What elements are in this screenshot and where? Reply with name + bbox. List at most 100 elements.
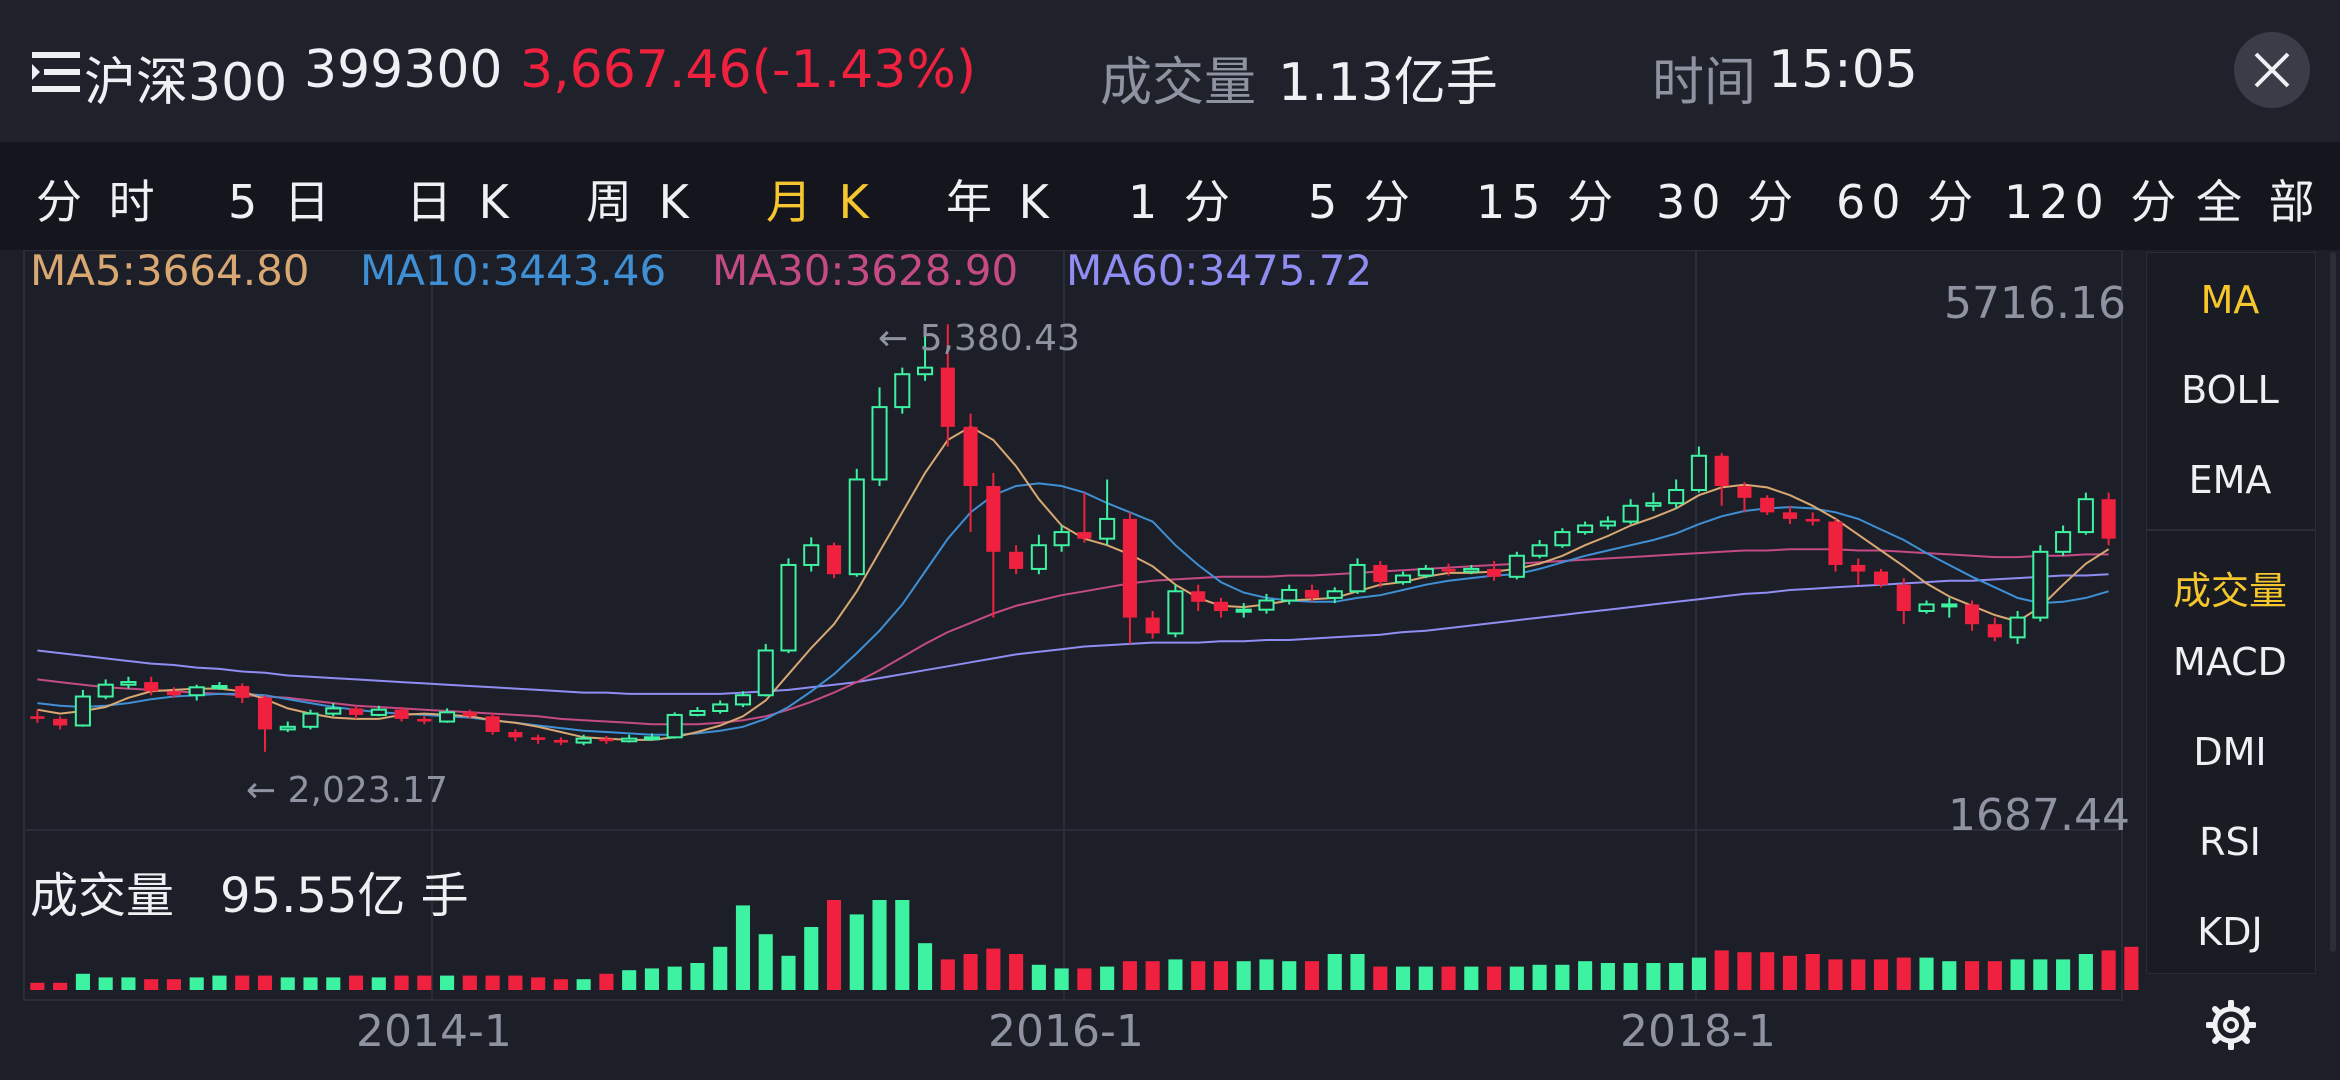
volume-bar [1532,964,1547,990]
indicator-volume[interactable]: 成交量 [2172,569,2287,613]
indicator-ma[interactable]: MA [2200,278,2260,322]
tab-all[interactable]: 全 部 [2196,175,2321,229]
tab-weekly-k[interactable]: 周 K [586,175,695,229]
volume-bar [2010,959,2025,990]
tab-yearly-k[interactable]: 年 K [946,175,1055,229]
tab-5day[interactable]: 5 日 [228,175,336,229]
volume-bar [804,927,819,990]
candle-body [144,682,159,692]
x-tick-2016: 2016-1 [988,1006,1144,1057]
indicator-rsi[interactable]: RSI [2199,820,2261,864]
low-annotation: ← 2,023.17 [246,770,448,811]
volume-bar [2033,959,2048,990]
volume-bar [1942,961,1957,990]
volume-bar [1760,952,1775,990]
volume-bar [75,973,90,990]
candle-body [803,544,820,566]
volume-bar [917,943,933,990]
candle-body [211,685,228,690]
volume-bar [963,954,978,990]
ma10-line [37,482,2109,736]
volume-bar [940,959,955,990]
moving-average-lines [37,425,2110,741]
sub-indicator-box [2146,530,2316,974]
candle-body [1349,563,1366,593]
candle-body [1918,603,1935,613]
volume-bar [826,900,842,990]
volume-bar [1714,950,1729,990]
volume-bar [417,975,432,990]
volume-bar [690,963,705,990]
candle-body [1896,584,1911,612]
indicator-macd[interactable]: MACD [2173,640,2287,684]
candle-body [348,708,364,715]
ma10-legend: MA10:3443.46 [360,246,667,295]
volume-bar [531,977,546,990]
volume-bar [1623,963,1638,990]
candle-body [1373,564,1388,583]
volume-bar [1669,963,1684,990]
volume-bar [508,975,523,990]
candle-body [1964,604,1980,625]
volume-bar [1418,966,1433,990]
indicator-ema[interactable]: EMA [2188,458,2272,502]
time-label: 时间 [1652,53,1757,113]
tab-1min[interactable]: 1 分 [1128,175,1236,229]
candle-body [894,373,911,409]
volume-bar [1282,961,1297,990]
volume-bar [235,975,250,990]
candle-body [53,718,68,726]
volume-value: 1.13亿手 [1278,53,1498,113]
volume-bar [1805,954,1820,990]
tab-120min[interactable]: 120 分 [2004,175,2183,229]
candle-body [826,545,842,575]
volume-bar [2078,954,2093,990]
tab-15min[interactable]: 15 分 [1476,175,1620,229]
candle-body [1099,517,1116,540]
candle-body [916,366,934,376]
candle-body [1122,518,1137,618]
indicator-scrollbar[interactable] [2330,252,2336,952]
volume-bar [189,977,204,990]
tab-30min[interactable]: 30 分 [1656,175,1800,229]
candle-body [1690,454,1707,491]
tab-60min[interactable]: 60 分 [1836,175,1980,229]
volume-bar [1236,961,1251,990]
kline-chart[interactable] [0,250,2140,1080]
volume-bar [599,973,614,990]
candle-body [302,712,319,728]
volume-bar [1873,959,1889,990]
candle-body [394,709,409,719]
tab-intraday[interactable]: 分 时 [36,175,161,229]
volume-bar [1464,966,1479,990]
tab-daily-k[interactable]: 日 K [406,175,515,229]
candle-body [30,716,45,719]
time-value: 15:05 [1768,40,1918,100]
menu-icon[interactable] [32,50,80,94]
volume-bar [781,955,796,990]
close-button[interactable] [2234,32,2310,108]
indicator-dmi[interactable]: DMI [2193,730,2267,774]
indicator-boll[interactable]: BOLL [2181,368,2279,412]
volume-bar [1509,966,1524,990]
chart-frame [23,250,2123,1001]
volume-bar [1213,961,1229,990]
candle-body [1577,524,1594,534]
candle-body [643,736,660,741]
volume-bar [1555,964,1570,990]
volume-bar [758,934,773,990]
candle-body [2009,616,2026,639]
indicator-kdj[interactable]: KDJ [2197,910,2263,954]
candle-body [1463,567,1480,573]
settings-gear-icon[interactable] [2206,1000,2256,1050]
tab-monthly-k[interactable]: 月 K [766,175,875,229]
tab-5min[interactable]: 5 分 [1308,175,1416,229]
candle-body [1281,588,1298,602]
volume-bar [1122,961,1137,990]
volume-bar [1304,961,1320,990]
volume-bar [1987,961,2002,990]
volume-bar [895,900,910,990]
candle-body [1805,518,1820,522]
ma5-legend: MA5:3664.80 [30,246,310,295]
volume-bar [644,968,659,990]
